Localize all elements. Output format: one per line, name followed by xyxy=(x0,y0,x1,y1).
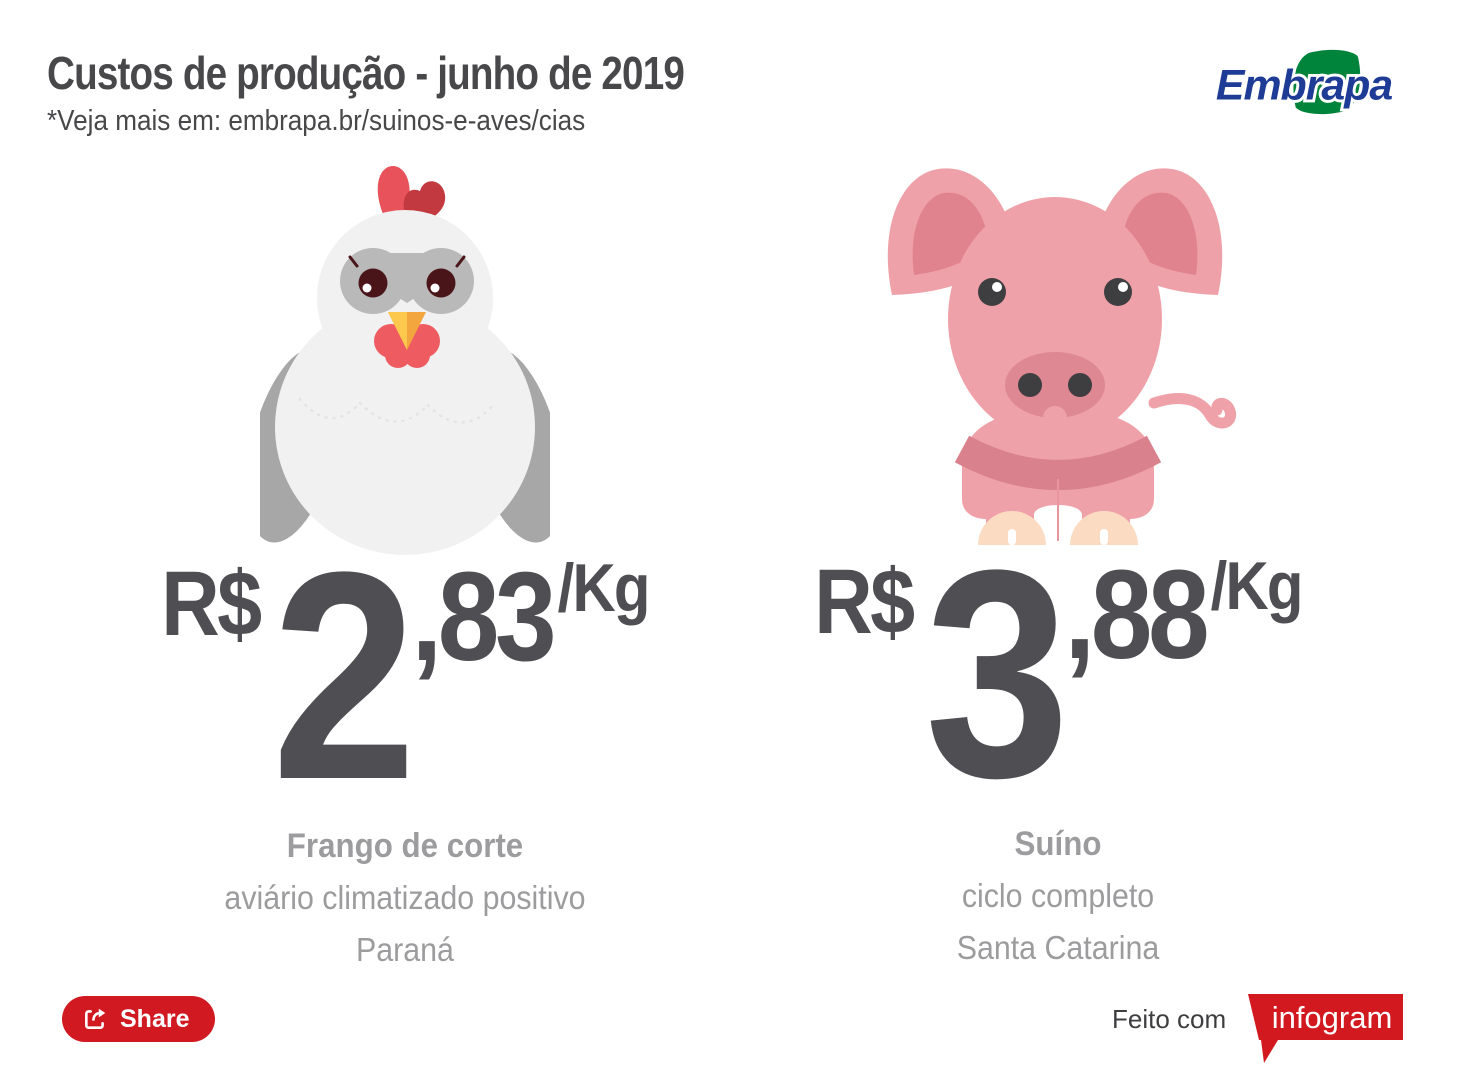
pig-nostril-left xyxy=(1018,373,1042,397)
chicken-eye-right xyxy=(426,268,456,298)
currency-symbol: R$ xyxy=(161,553,262,655)
price-decimal: ,88 xyxy=(1064,544,1209,685)
chicken-body xyxy=(275,299,535,555)
chicken-price: R$ 2 ,83 /Kg xyxy=(101,528,708,824)
currency-symbol: R$ xyxy=(814,551,915,653)
product-detail: aviário climatizado positivo xyxy=(224,879,586,916)
pig-price: R$ 3 ,88 /Kg xyxy=(769,526,1346,822)
pig-illustration xyxy=(887,168,1237,545)
embrapa-wordmark: Embrapa xyxy=(1216,62,1392,110)
chicken-labels: Frango de corte aviário climatizado posi… xyxy=(88,820,723,976)
page-title: Custos de produção - junho de 2019 xyxy=(47,47,685,99)
pig-collar xyxy=(954,435,1162,490)
share-icon xyxy=(85,1008,106,1029)
product-region: Santa Catarina xyxy=(956,929,1160,966)
pig-eye-left xyxy=(978,278,1006,306)
page-subtitle: *Veja mais em: embrapa.br/suinos-e-aves/… xyxy=(47,105,586,137)
price-decimal: ,83 xyxy=(411,546,556,687)
chicken-eye-left xyxy=(358,268,388,298)
product-detail: ciclo completo xyxy=(961,877,1155,914)
pig-head xyxy=(948,197,1162,441)
product-region: Paraná xyxy=(356,931,454,968)
pig-card: R$ 3 ,88 /Kg Suíno ciclo completo Santa … xyxy=(730,163,1386,974)
chicken-eyelashes xyxy=(348,255,466,268)
product-name: Frango de corte xyxy=(286,827,524,865)
price-unit: /Kg xyxy=(557,550,651,626)
embrapa-logo[interactable]: Embrapa xyxy=(1212,46,1392,118)
infogram-bubble-icon xyxy=(1248,994,1403,1063)
price-integer: 3 xyxy=(924,508,1070,839)
share-label: Share xyxy=(120,1004,190,1033)
product-name: Suíno xyxy=(1014,825,1102,863)
pig-labels: Suíno ciclo completo Santa Catarina xyxy=(756,818,1360,974)
infogram-wordmark: infogram xyxy=(1272,1000,1393,1035)
chicken-illustration xyxy=(260,165,550,555)
infogram-logo[interactable]: infogram xyxy=(1232,984,1404,1068)
pig-snout xyxy=(1005,352,1105,418)
made-with-label: Feito com xyxy=(1112,1004,1227,1034)
share-button[interactable]: Share xyxy=(62,996,216,1042)
price-integer: 2 xyxy=(271,510,417,841)
chicken-feather-scallops xyxy=(298,397,497,424)
embrapa-leaf-icon xyxy=(1293,49,1361,115)
pig-eye-right xyxy=(1104,278,1132,306)
pig-hooves xyxy=(978,511,1138,545)
pig-nostril-right xyxy=(1068,373,1092,397)
price-unit: /Kg xyxy=(1210,548,1304,624)
chicken-card: R$ 2 ,83 /Kg Frango de corte aviário cli… xyxy=(60,163,750,976)
pig-tail xyxy=(1148,393,1237,429)
